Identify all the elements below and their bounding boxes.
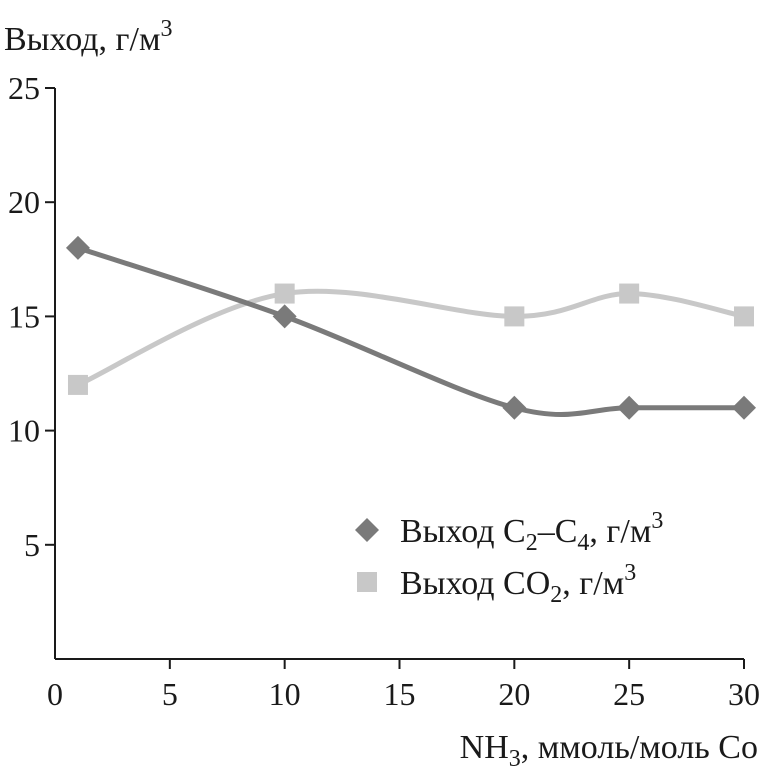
legend-co2-sup: 3 bbox=[624, 560, 636, 586]
x-tick-label: 15 bbox=[384, 676, 416, 712]
legend-co2-sub1: 2 bbox=[550, 582, 562, 608]
legend-c2-c4-label: Выход C2–C4, г/м3 bbox=[400, 508, 663, 556]
y-tick-label: 20 bbox=[8, 184, 40, 220]
data-point-c2-c4 bbox=[65, 235, 90, 260]
data-point-c2-c4 bbox=[502, 395, 527, 420]
x-axis-title-sub: 3 bbox=[509, 746, 521, 772]
x-tick-label: 5 bbox=[162, 676, 178, 712]
legend-co2-label: Выход CO2, г/м3 bbox=[400, 560, 636, 608]
data-point-co2 bbox=[67, 374, 88, 395]
data-point-co2 bbox=[734, 306, 754, 327]
series-line-c2-c4 bbox=[75, 245, 747, 418]
data-point-co2 bbox=[619, 283, 640, 304]
legend-c2-c4-marker bbox=[355, 518, 379, 542]
legend-c2-c4: Выход C2–C4, г/м3 bbox=[355, 508, 663, 556]
y-tick-label: 25 bbox=[8, 70, 40, 106]
y-axis-title: Выход, г/м3 bbox=[4, 16, 172, 58]
data-point-co2 bbox=[504, 306, 525, 327]
y-axis-title-sup: 3 bbox=[160, 16, 172, 42]
data-point-c2-c4 bbox=[617, 395, 642, 420]
data-point-c2-c4 bbox=[732, 395, 756, 420]
legend-co2: Выход CO2, г/м3 bbox=[357, 560, 636, 608]
legend-c2-c4-c: , г/м bbox=[589, 513, 651, 550]
x-axis-title-prefix: NH bbox=[460, 729, 509, 766]
series-lines bbox=[75, 245, 747, 418]
x-axis-title: NH3, ммоль/моль Co bbox=[460, 729, 758, 772]
legend-co2-c: , г/м bbox=[562, 565, 624, 602]
x-tick-label: 30 bbox=[728, 676, 760, 712]
x-tick-label: 20 bbox=[498, 676, 530, 712]
y-tick-label: 10 bbox=[8, 413, 40, 449]
x-axis-title-suffix: , ммоль/моль Co bbox=[521, 729, 758, 766]
y-tick-label: 15 bbox=[8, 298, 40, 334]
ticks: 0 5 10 15 20 25 30 5 10 15 20 25 bbox=[8, 70, 760, 712]
y-axis-title-main: Выход, г/м bbox=[4, 21, 160, 58]
series-markers bbox=[65, 235, 756, 420]
data-point-co2 bbox=[274, 283, 295, 304]
data-point-c2-c4 bbox=[272, 304, 297, 329]
x-tick-label: 0 bbox=[47, 676, 63, 712]
legend-c2-c4-sub1: 2 bbox=[526, 530, 538, 556]
legend-c2-c4-sub2: 4 bbox=[577, 530, 589, 556]
legend-c2-c4-sup: 3 bbox=[651, 508, 663, 534]
legend-co2-marker bbox=[357, 572, 377, 592]
x-tick-label: 10 bbox=[269, 676, 301, 712]
y-tick-label: 5 bbox=[24, 527, 40, 563]
legend-c2-c4-b: –C bbox=[537, 513, 578, 550]
legend-c2-c4-a: Выход C bbox=[400, 513, 526, 550]
series-line-co2 bbox=[75, 288, 747, 388]
legend-co2-a: Выход CO bbox=[400, 565, 550, 602]
x-tick-label: 25 bbox=[613, 676, 645, 712]
